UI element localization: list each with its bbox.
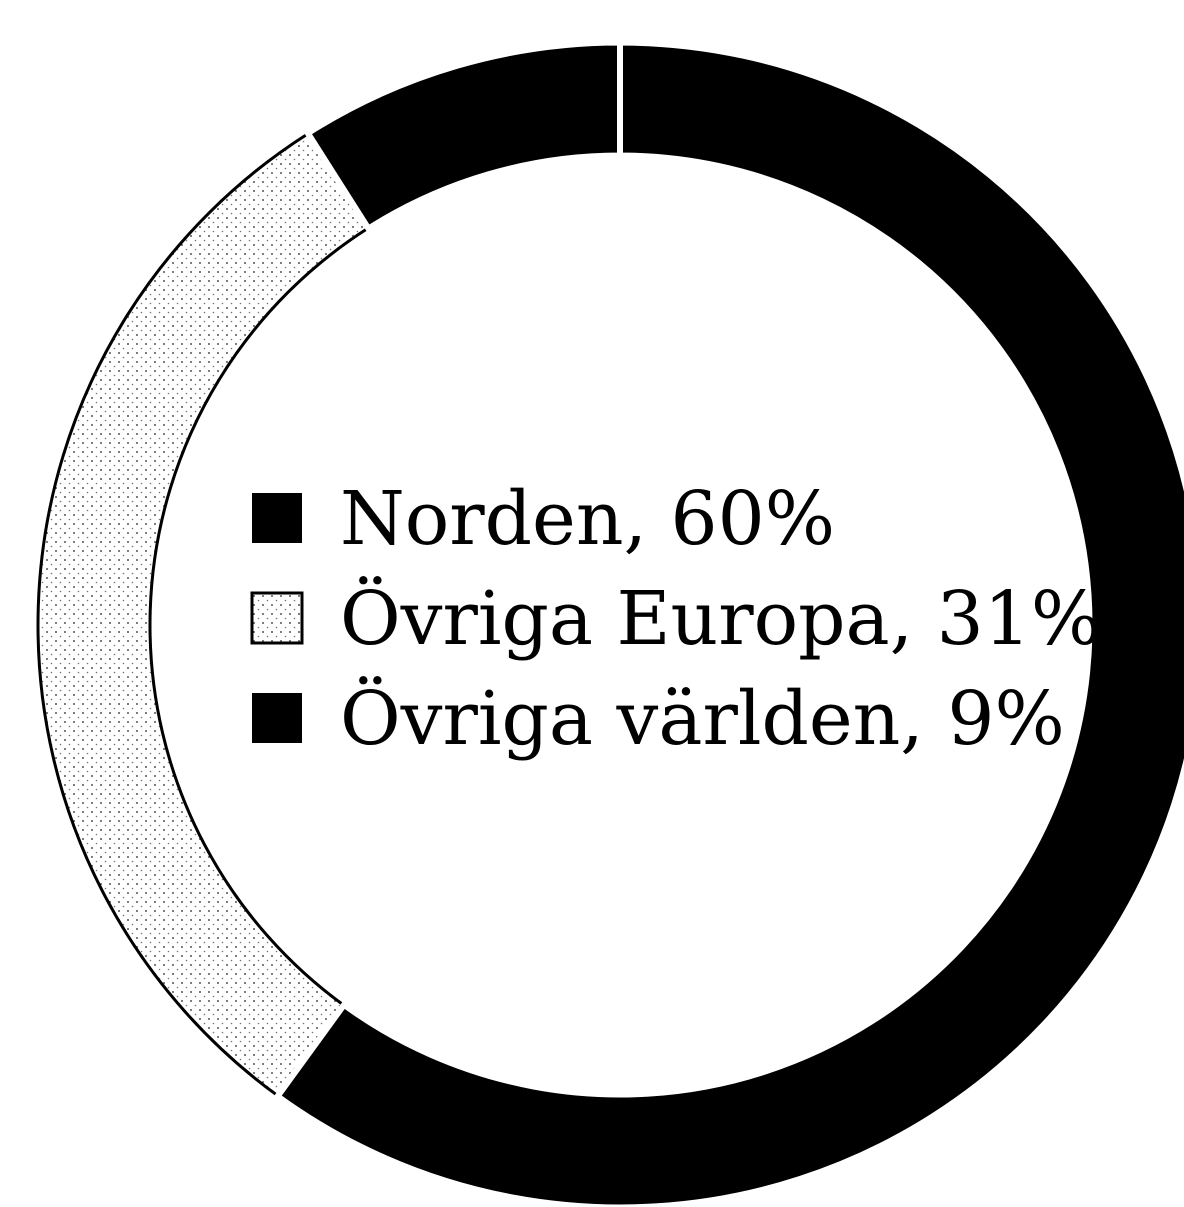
legend-label-2: Övriga världen, 9% bbox=[340, 674, 1065, 762]
legend: Norden, 60% Övriga Europa, 31% Övriga värl… bbox=[250, 476, 1101, 762]
slice-övriga-europa bbox=[36, 131, 371, 1098]
legend-swatch-2 bbox=[252, 693, 302, 743]
slice-norden bbox=[274, 40, 1184, 1207]
legend-swatch-0 bbox=[252, 493, 302, 543]
legend-label-1: Övriga Europa, 31% bbox=[340, 574, 1101, 662]
slice-separator bbox=[273, 1000, 349, 1101]
legend-label-0: Norden, 60% bbox=[340, 476, 835, 562]
slices-group bbox=[36, 39, 1184, 1207]
slice-övriga-världen bbox=[304, 40, 623, 232]
legend-swatch-1 bbox=[250, 591, 304, 645]
slice-separator bbox=[303, 128, 373, 234]
